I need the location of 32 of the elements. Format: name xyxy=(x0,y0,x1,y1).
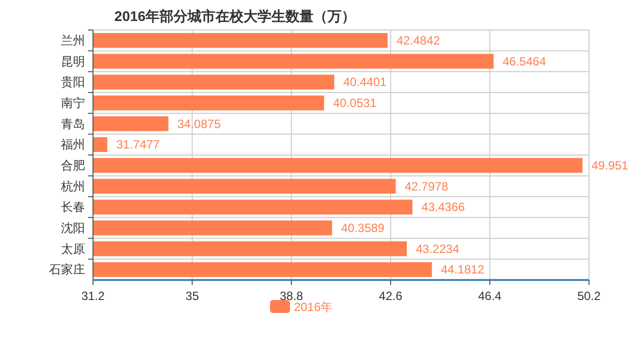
y-tick-label: 昆明 xyxy=(61,54,85,68)
data-label: 43.2234 xyxy=(416,242,460,256)
data-label: 42.4842 xyxy=(396,33,440,48)
y-tick-label: 合肥 xyxy=(61,158,85,172)
y-tick-label: 兰州 xyxy=(61,33,85,48)
x-tick-label: 31.2 xyxy=(81,289,105,303)
x-tick-label: 35 xyxy=(186,289,200,303)
data-label: 46.5464 xyxy=(502,54,546,68)
data-label: 34.0875 xyxy=(177,116,222,131)
y-tick-label: 南宁 xyxy=(61,96,85,110)
data-label: 40.4401 xyxy=(343,75,387,90)
data-label: 49.951 xyxy=(592,158,629,172)
x-tick-label: 46.4 xyxy=(478,289,502,303)
data-label: 31.7477 xyxy=(116,138,160,152)
y-tick-label: 石家庄 xyxy=(49,262,85,277)
chart-title: 2016年部分城市在校大学生数量（万） xyxy=(114,8,356,24)
y-tick-label: 沈阳 xyxy=(61,220,85,235)
y-tick-label: 长春 xyxy=(61,200,85,214)
y-tick-label: 福州 xyxy=(61,138,85,152)
y-tick-label: 青岛 xyxy=(61,116,85,131)
y-tick-label: 杭州 xyxy=(60,179,85,194)
x-tick-label: 38.8 xyxy=(280,289,304,303)
data-label: 44.1812 xyxy=(440,262,485,277)
x-tick-label: 50.2 xyxy=(577,289,601,303)
data-label: 40.3589 xyxy=(341,220,385,235)
y-tick-label: 太原 xyxy=(61,242,85,256)
legend-label: 2016年 xyxy=(294,300,333,314)
data-label: 43.4366 xyxy=(421,200,466,214)
data-label: 40.0531 xyxy=(333,96,377,110)
data-label: 42.7978 xyxy=(404,179,448,194)
x-tick-label: 42.6 xyxy=(378,289,403,303)
y-tick-label: 贵阳 xyxy=(61,75,85,90)
